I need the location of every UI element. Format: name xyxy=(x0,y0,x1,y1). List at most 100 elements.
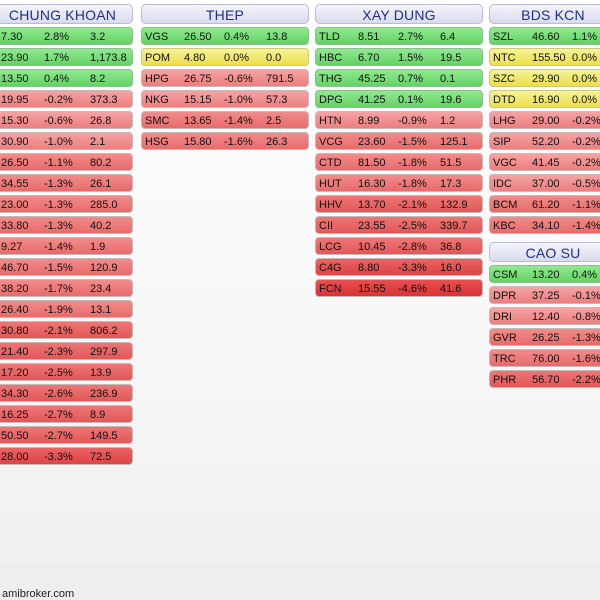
ticker-row[interactable]: DTD 16.90 0.0% xyxy=(489,90,600,108)
ticker-row[interactable]: 33.80 -1.3% 40.2 xyxy=(0,216,133,234)
ticker-volume: 13.8 xyxy=(266,31,288,43)
ticker-row[interactable]: 46.70 -1.5% 120.9 xyxy=(0,258,133,276)
ticker-volume: 285.0 xyxy=(90,199,118,211)
ticker-row[interactable]: 38.20 -1.7% 23.4 xyxy=(0,279,133,297)
sector-header[interactable]: BDS KCN xyxy=(489,4,600,24)
ticker-row[interactable]: LCG 10.45 -2.8% 36.8 xyxy=(315,237,483,255)
ticker-symbol: IDC xyxy=(493,178,512,190)
sector-column-bds-kcn: BDS KCN SZL 46.60 1.1% NTC 155.50 0.0% SZC 29.90… xyxy=(489,4,600,388)
ticker-row[interactable]: DRI 12.40 -0.8% xyxy=(489,307,600,325)
ticker-volume: 16.0 xyxy=(440,262,462,274)
ticker-row[interactable]: C4G 8.80 -3.3% 16.0 xyxy=(315,258,483,276)
sector-header[interactable]: CHUNG KHOAN xyxy=(0,4,133,24)
ticker-change: -2.1% xyxy=(44,325,73,337)
sector-header[interactable]: XAY DUNG xyxy=(315,4,483,24)
ticker-row[interactable]: SZL 46.60 1.1% xyxy=(489,27,600,45)
ticker-change: 0.0% xyxy=(572,94,598,106)
ticker-row[interactable]: HPG 26.75 -0.6% 791.5 xyxy=(141,69,309,87)
ticker-row[interactable]: 21.40 -2.3% 297.9 xyxy=(0,342,133,360)
ticker-row[interactable]: TRC 76.00 -1.6% xyxy=(489,349,600,367)
ticker-price: 13.65 xyxy=(184,115,212,127)
ticker-symbol: VGS xyxy=(145,31,169,43)
ticker-row[interactable]: 13.50 0.4% 8.2 xyxy=(0,69,133,87)
ticker-change: -0.9% xyxy=(398,115,427,127)
ticker-change: 0.4% xyxy=(572,269,598,281)
ticker-row[interactable]: HHV 13.70 -2.1% 132.9 xyxy=(315,195,483,213)
ticker-row[interactable]: HTN 8.99 -0.9% 1.2 xyxy=(315,111,483,129)
ticker-price: 34.55 xyxy=(1,178,29,190)
ticker-row[interactable]: VCG 23.60 -1.5% 125.1 xyxy=(315,132,483,150)
sector-header-secondary[interactable]: CAO SU xyxy=(489,242,600,262)
ticker-volume: 26.8 xyxy=(90,115,112,127)
ticker-row[interactable]: VGS 26.50 0.4% 13.8 xyxy=(141,27,309,45)
ticker-change: -1.3% xyxy=(44,199,73,211)
ticker-row[interactable]: HUT 16.30 -1.8% 17.3 xyxy=(315,174,483,192)
ticker-symbol: LCG xyxy=(319,241,342,253)
ticker-row[interactable]: NTC 155.50 0.0% xyxy=(489,48,600,66)
ticker-row[interactable]: LHG 29.00 -0.2% xyxy=(489,111,600,129)
ticker-row[interactable]: GVR 26.25 -1.3% xyxy=(489,328,600,346)
ticker-row[interactable]: DPG 41.25 0.1% 19.6 xyxy=(315,90,483,108)
ticker-row[interactable]: 23.90 1.7% 1,173.8 xyxy=(0,48,133,66)
ticker-price: 13.20 xyxy=(532,269,560,281)
ticker-price: 33.80 xyxy=(1,220,29,232)
ticker-row[interactable]: 34.55 -1.3% 26.1 xyxy=(0,174,133,192)
ticker-symbol: NKG xyxy=(145,94,169,106)
ticker-row[interactable]: 19.95 -0.2% 373.3 xyxy=(0,90,133,108)
sector-header[interactable]: THEP xyxy=(141,4,309,24)
ticker-row[interactable]: 16.25 -2.7% 8.9 xyxy=(0,405,133,423)
ticker-symbol: FCN xyxy=(319,283,342,295)
ticker-row[interactable]: 7.30 2.8% 3.2 xyxy=(0,27,133,45)
ticker-row[interactable]: 50.50 -2.7% 149.5 xyxy=(0,426,133,444)
ticker-row[interactable]: BCM 61.20 -1.1% xyxy=(489,195,600,213)
ticker-row[interactable]: CSM 13.20 0.4% xyxy=(489,265,600,283)
ticker-change: -0.8% xyxy=(572,311,600,323)
ticker-change: -1.3% xyxy=(44,178,73,190)
ticker-row[interactable]: 17.20 -2.5% 13.9 xyxy=(0,363,133,381)
ticker-row[interactable]: KBC 34.10 -1.4% xyxy=(489,216,600,234)
ticker-row[interactable]: 30.80 -2.1% 806.2 xyxy=(0,321,133,339)
ticker-change: -1.0% xyxy=(44,136,73,148)
ticker-row[interactable]: IDC 37.00 -0.5% xyxy=(489,174,600,192)
ticker-symbol: HUT xyxy=(319,178,342,190)
ticker-row[interactable]: CTD 81.50 -1.8% 51.5 xyxy=(315,153,483,171)
ticker-symbol: HPG xyxy=(145,73,169,85)
ticker-row[interactable]: TLD 8.51 2.7% 6.4 xyxy=(315,27,483,45)
ticker-symbol: VCG xyxy=(319,136,343,148)
ticker-price: 45.25 xyxy=(358,73,386,85)
ticker-price: 6.70 xyxy=(358,52,380,64)
ticker-row[interactable]: DPR 37.25 -0.1% xyxy=(489,286,600,304)
ticker-row[interactable]: 30.90 -1.0% 2.1 xyxy=(0,132,133,150)
ticker-row[interactable]: SMC 13.65 -1.4% 2.5 xyxy=(141,111,309,129)
ticker-row[interactable]: 15.30 -0.6% 26.8 xyxy=(0,111,133,129)
ticker-row[interactable]: SZC 29.90 0.0% xyxy=(489,69,600,87)
ticker-change: -1.4% xyxy=(224,115,253,127)
ticker-price: 41.25 xyxy=(358,94,386,106)
ticker-symbol: BCM xyxy=(493,199,518,211)
ticker-row[interactable]: POM 4.80 0.0% 0.0 xyxy=(141,48,309,66)
ticker-change: -1.5% xyxy=(398,136,427,148)
ticker-row[interactable]: 9.27 -1.4% 1.9 xyxy=(0,237,133,255)
ticker-price: 19.95 xyxy=(1,94,29,106)
ticker-row[interactable]: SIP 52.20 -0.2% xyxy=(489,132,600,150)
ticker-price: 76.00 xyxy=(532,353,560,365)
ticker-row[interactable]: HBC 6.70 1.5% 19.5 xyxy=(315,48,483,66)
ticker-row[interactable]: VGC 41.45 -0.2% xyxy=(489,153,600,171)
ticker-row[interactable]: 23.00 -1.3% 285.0 xyxy=(0,195,133,213)
ticker-price: 41.45 xyxy=(532,157,560,169)
ticker-change: -2.6% xyxy=(44,388,73,400)
ticker-row[interactable]: 28.00 -3.3% 72.5 xyxy=(0,447,133,465)
ticker-change: -1.4% xyxy=(572,220,600,232)
ticker-row[interactable]: THG 45.25 0.7% 0.1 xyxy=(315,69,483,87)
ticker-row[interactable]: HSG 15.80 -1.6% 26.3 xyxy=(141,132,309,150)
ticker-row[interactable]: FCN 15.55 -4.6% 41.6 xyxy=(315,279,483,297)
ticker-row[interactable]: CII 23.55 -2.5% 339.7 xyxy=(315,216,483,234)
ticker-row[interactable]: 34.30 -2.6% 236.9 xyxy=(0,384,133,402)
ticker-row[interactable]: NKG 15.15 -1.0% 57.3 xyxy=(141,90,309,108)
ticker-symbol: LHG xyxy=(493,115,516,127)
ticker-row[interactable]: 26.40 -1.9% 13.1 xyxy=(0,300,133,318)
ticker-change: -1.1% xyxy=(572,199,600,211)
ticker-row[interactable]: 26.50 -1.1% 80.2 xyxy=(0,153,133,171)
ticker-row[interactable]: PHR 56.70 -2.2% xyxy=(489,370,600,388)
ticker-change: 2.8% xyxy=(44,31,70,43)
